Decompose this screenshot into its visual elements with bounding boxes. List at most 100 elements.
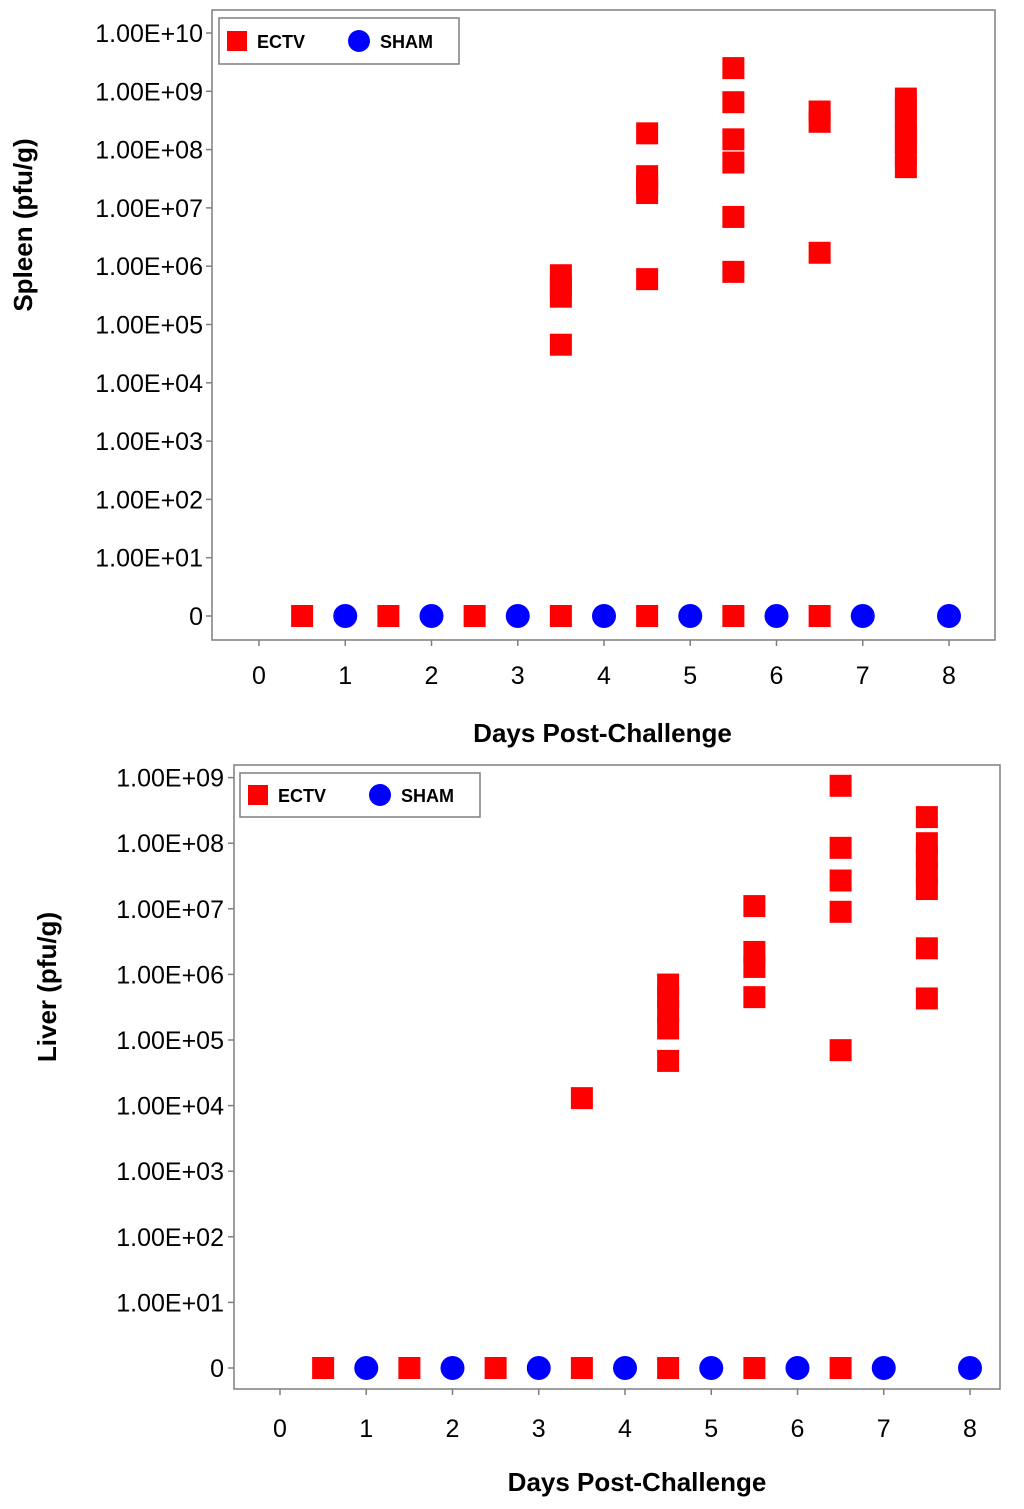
y-tick-label: 1.00E+04 xyxy=(95,370,203,398)
sham-point xyxy=(419,604,444,628)
plot-area xyxy=(211,9,996,641)
ectv-point xyxy=(484,1357,507,1379)
x-axis-title: Days Post-Challenge xyxy=(473,718,732,748)
x-tick-label: 3 xyxy=(511,662,525,690)
ectv-point xyxy=(743,986,766,1009)
x-tick-label: 3 xyxy=(532,1415,546,1443)
ectv-point xyxy=(549,264,572,287)
ectv-point xyxy=(291,605,314,627)
sham-point xyxy=(871,1356,896,1380)
ectv-point xyxy=(312,1357,335,1379)
ectv-point xyxy=(657,1017,680,1040)
y-tick-label: 1.00E+04 xyxy=(116,1093,224,1121)
legend-ectv-label: ECTV xyxy=(278,786,326,806)
ectv-point xyxy=(722,151,745,174)
sham-point xyxy=(333,604,358,628)
x-tick-label: 4 xyxy=(597,662,611,690)
legend-sham-label: SHAM xyxy=(380,32,433,52)
y-tick-label: 1.00E+03 xyxy=(116,1158,224,1186)
ectv-point xyxy=(829,774,852,797)
legend-sham-marker xyxy=(369,784,391,806)
ectv-point xyxy=(915,806,938,829)
spleen-chart: 0 1.00E+01 1.00E+02 1.00E+03 1.00E+04 1.00E+0… xyxy=(8,9,996,748)
ectv-point xyxy=(722,128,745,151)
ectv-point xyxy=(829,900,852,923)
sham-point xyxy=(440,1356,465,1380)
ectv-point xyxy=(657,973,680,996)
plot-area xyxy=(233,764,1001,1390)
x-tick-label: 7 xyxy=(856,662,870,690)
sham-point xyxy=(505,604,530,628)
x-tick-label: 7 xyxy=(877,1415,891,1443)
y-tick-label: 1.00E+02 xyxy=(95,486,203,514)
x-tick-label: 2 xyxy=(425,662,439,690)
legend-sham-label: SHAM xyxy=(401,786,454,806)
sham-point xyxy=(699,1356,724,1380)
y-tick-label: 1.00E+01 xyxy=(116,1289,224,1317)
x-tick-label: 0 xyxy=(252,662,266,690)
y-tick-label: 1.00E+09 xyxy=(116,765,224,793)
ectv-point xyxy=(549,605,572,627)
y-tick-label: 1.00E+03 xyxy=(95,428,203,456)
ectv-point xyxy=(463,605,486,627)
y-tick-label: 1.00E+08 xyxy=(95,137,203,165)
sham-point xyxy=(850,604,875,628)
y-tick-label: 1.00E+10 xyxy=(95,20,203,48)
y-tick-label: 1.00E+01 xyxy=(95,545,203,573)
ectv-point xyxy=(636,165,659,188)
ectv-point xyxy=(829,836,852,859)
sham-point xyxy=(613,1356,637,1380)
y-axis-title: Spleen (pfu/g) xyxy=(8,138,38,311)
sham-point xyxy=(785,1356,810,1380)
ectv-point xyxy=(915,832,938,855)
liver-chart: 0 1.00E+01 1.00E+02 1.00E+03 1.00E+04 1.00E+0… xyxy=(32,764,1001,1497)
ectv-point xyxy=(377,605,400,627)
y-tick-label: 1.00E+07 xyxy=(95,195,203,223)
sham-point xyxy=(592,604,616,628)
ectv-point xyxy=(722,605,745,627)
x-tick-label: 6 xyxy=(770,662,784,690)
ectv-point xyxy=(829,1357,852,1379)
ectv-point xyxy=(894,87,917,110)
ectv-point xyxy=(829,869,852,892)
x-tick-label: 1 xyxy=(338,662,352,690)
ectv-point xyxy=(636,122,659,145)
ectv-point xyxy=(743,895,766,918)
x-tick-label: 4 xyxy=(618,1415,632,1443)
x-tick-label: 6 xyxy=(791,1415,805,1443)
legend-box xyxy=(218,17,460,65)
x-tick-label: 8 xyxy=(963,1415,977,1443)
legend-box xyxy=(239,772,481,818)
x-tick-label: 0 xyxy=(273,1415,287,1443)
ectv-point xyxy=(657,1049,680,1072)
y-axis-title: Liver (pfu/g) xyxy=(32,912,62,1062)
x-tick-label: 8 xyxy=(942,662,956,690)
x-tick-label: 5 xyxy=(704,1415,718,1443)
y-tick-label: 1.00E+06 xyxy=(116,961,224,989)
ectv-point xyxy=(743,1357,766,1379)
sham-point xyxy=(764,604,789,628)
ectv-point xyxy=(657,1357,680,1379)
ectv-point xyxy=(722,57,745,80)
ectv-point xyxy=(722,91,745,114)
ectv-point xyxy=(570,1357,593,1379)
x-tick-label: 5 xyxy=(683,662,697,690)
y-tick-label: 0 xyxy=(210,1355,224,1383)
y-tick-label: 1.00E+05 xyxy=(95,312,203,340)
legend-sham-marker xyxy=(348,30,370,52)
y-tick-label: 1.00E+09 xyxy=(95,78,203,106)
ectv-point xyxy=(743,940,766,963)
sham-point xyxy=(937,604,961,628)
ectv-point xyxy=(808,241,831,264)
x-axis-title: Days Post-Challenge xyxy=(508,1467,767,1497)
ectv-point xyxy=(636,605,659,627)
y-tick-label: 1.00E+07 xyxy=(116,896,224,924)
legend-ectv-marker xyxy=(248,785,268,805)
y-tick-label: 1.00E+06 xyxy=(95,253,203,281)
ectv-point xyxy=(398,1357,421,1379)
ectv-point xyxy=(549,333,572,356)
sham-point xyxy=(354,1356,379,1380)
x-tick-label: 1 xyxy=(359,1415,373,1443)
sham-point xyxy=(678,604,703,628)
sham-point xyxy=(526,1356,551,1380)
